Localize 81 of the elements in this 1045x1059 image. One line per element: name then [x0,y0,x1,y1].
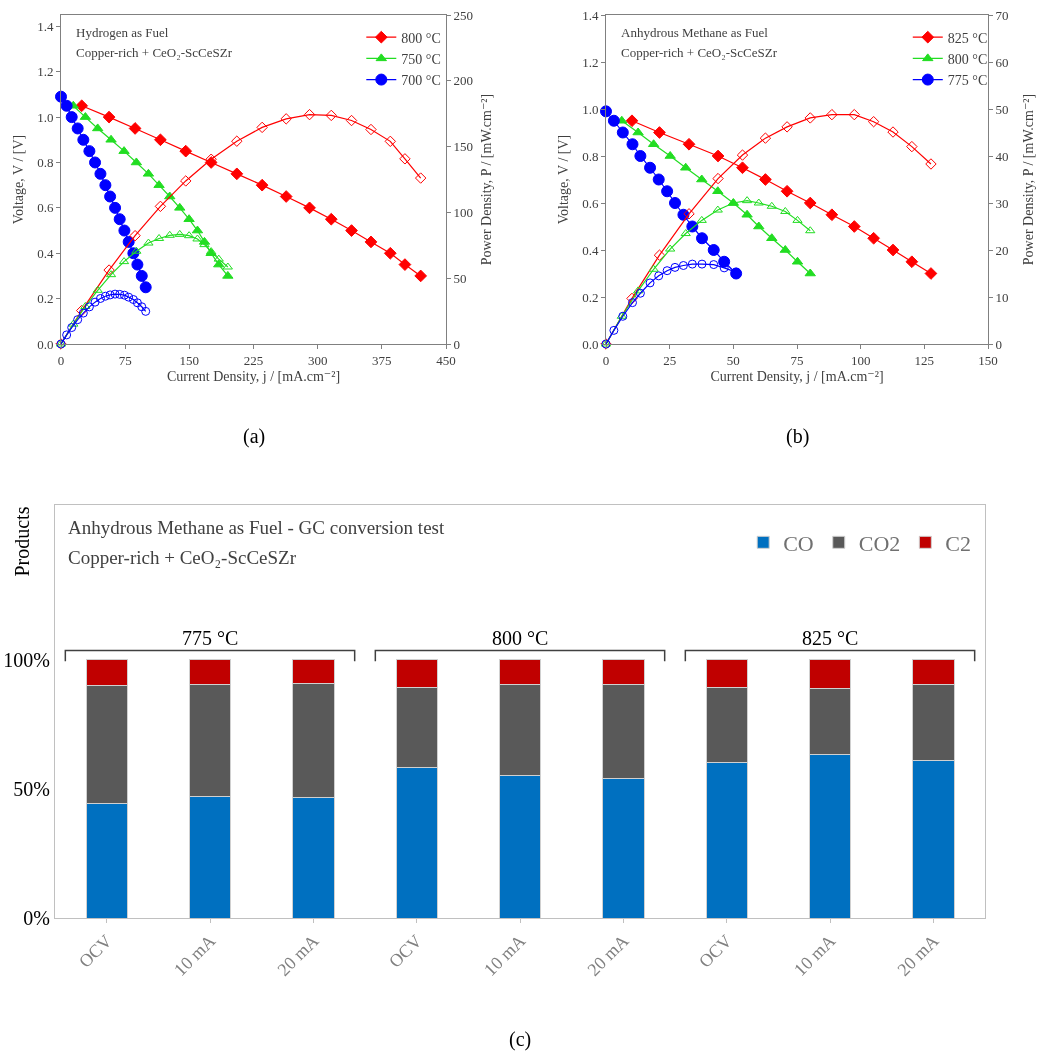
text: Anhydrous Methane as Fuel [621,25,769,40]
y-tick-label: 1.0 [582,101,599,117]
y2-tick-label: 250 [453,7,474,23]
x-tick-label: 150 [978,352,998,368]
y2-tick-label: 0 [453,336,461,352]
y2-tick-label: 20 [995,242,1009,258]
y-axis-title: Voltage, V / [V] [11,134,26,225]
text: (c) [509,1028,532,1051]
y-tick-label: 1.4 [582,7,599,23]
y2-tick-label: 100 [453,204,474,220]
y-tick-label: 0.4 [582,242,599,258]
y-tick-label: 0.6 [582,195,599,211]
y-axis-title: Voltage, V / [V] [556,134,571,225]
legend-label: 775 °C [947,73,988,89]
legend-label: C2 [945,530,972,556]
text: Anhydrous Methane as Fuel - GC conversion test [68,517,445,538]
y-tick-label: 0.8 [37,155,54,171]
y2-tick-label: 60 [995,54,1009,70]
y2-axis-title: Power Density, P / [mW.cm⁻²] [479,93,494,266]
y-tick-label: 0.0 [582,336,599,352]
y2-tick-label: 150 [453,139,474,155]
x-tick-label: 0 [602,352,610,368]
x-tick-label: 225 [243,352,264,368]
legend-label: 750 °C [401,51,441,67]
text: Copper-rich + CeO₂-ScCeSZr [621,45,778,60]
x-tick-label: 50 [726,352,740,368]
y2-tick-label: 40 [995,148,1009,164]
y-tick-label: 1.2 [582,54,599,70]
text: (a) [243,425,266,448]
x-axis-title: Current Density, j / [mA.cm⁻²] [166,368,341,384]
text: Copper-rich + CeO₂-ScCeSZr [76,45,233,60]
x-tick-label: 0 [57,352,65,368]
x-tick-label: 20 mA [583,930,633,980]
legend-label: CO2 [858,530,901,556]
x-tick-label: 25 [663,352,677,368]
legend-label: 825 °C [947,30,988,46]
y2-axis-title: Power Density, P / [mW.cm⁻²] [1021,93,1036,266]
text: Hydrogen as Fuel [76,25,169,40]
x-tick-label: 450 [436,352,456,368]
y2-tick-label: 0 [995,336,1003,352]
annotation: 775 °C [182,627,239,649]
legend-label: CO [783,530,814,556]
x-tick-label: 150 [179,352,200,368]
y-tick-label: 1.4 [37,18,54,34]
x-axis-title: Current Density, j / [mA.cm⁻²] [710,368,884,384]
y-tick-label: 50% [13,777,50,800]
legend-label: 800 °C [947,51,988,67]
x-tick-label: 10 mA [480,930,530,980]
y-tick-label: 100% [3,648,50,671]
x-tick-label: 20 mA [273,930,323,980]
y2-tick-label: 10 [995,289,1009,305]
y-tick-label: 0.0 [37,336,54,352]
x-tick-label: 100 [850,352,871,368]
y-tick-label: 0.6 [37,200,54,216]
x-tick-label: 20 mA [893,930,943,980]
y2-tick-label: 50 [995,101,1009,117]
annotation: 800 °C [492,627,549,649]
legend-label: 700 °C [401,73,441,89]
x-tick-label: 125 [914,352,935,368]
x-tick-label: 300 [307,352,328,368]
y2-tick-label: 200 [453,73,474,89]
y2-tick-label: 50 [453,270,467,286]
x-tick-label: 375 [372,352,392,368]
text: Copper-rich + CeO₂-ScCeSZr [68,547,297,568]
x-tick-label: 10 mA [170,930,220,980]
y-tick-label: 0.4 [37,245,54,261]
y-tick-label: 0.2 [37,291,54,307]
x-tick-label: 75 [118,352,132,368]
y-tick-label: 0% [23,907,50,929]
y-tick-label: 1.0 [37,109,54,125]
legend-label: 800 °C [401,30,441,46]
annotation: 825 °C [802,627,859,649]
y-axis-title: Products [10,506,33,577]
y2-tick-label: 30 [995,195,1009,211]
x-tick-label: 75 [790,352,804,368]
text: (b) [786,425,810,448]
y-tick-label: 1.2 [37,64,54,80]
x-tick-label: 10 mA [790,930,840,980]
y-tick-label: 0.2 [582,289,599,305]
y-tick-label: 0.8 [582,148,599,164]
y2-tick-label: 70 [995,7,1009,23]
